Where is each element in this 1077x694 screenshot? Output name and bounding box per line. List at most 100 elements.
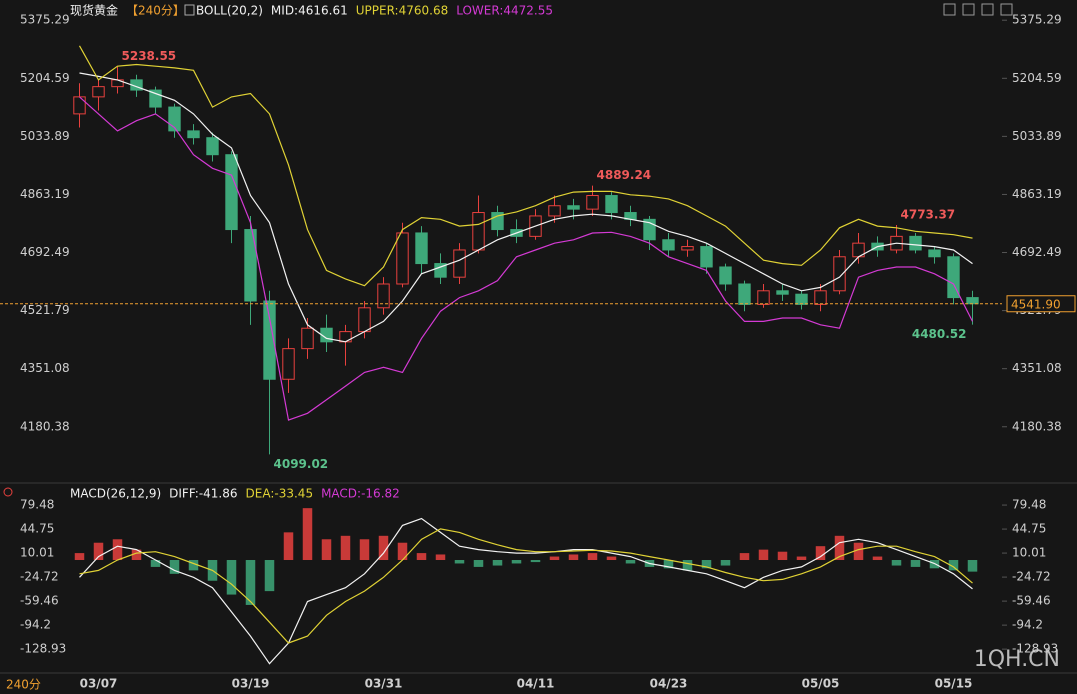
legend-text: UPPER:4760.68 bbox=[356, 4, 448, 18]
indicator-line bbox=[79, 72, 973, 343]
macd-bar bbox=[150, 560, 161, 567]
y-tick-label: -94.2 bbox=[20, 618, 51, 632]
macd-bar bbox=[891, 560, 902, 566]
candle-body bbox=[301, 327, 314, 350]
macd-bar bbox=[777, 551, 788, 561]
icon[interactable] bbox=[1000, 3, 1013, 16]
x-tick-label: 04/11 bbox=[517, 677, 555, 691]
candle-body bbox=[681, 246, 694, 251]
macd-bar bbox=[131, 549, 142, 561]
y-tick-label: 4180.38 bbox=[20, 419, 70, 433]
macd-bar bbox=[606, 556, 617, 561]
macd-bar bbox=[416, 553, 427, 561]
candle-body bbox=[814, 290, 827, 305]
high-label: 4889.24 bbox=[597, 168, 652, 182]
y-tick-label-right: 4351.08 bbox=[1012, 361, 1062, 375]
candle-body bbox=[491, 212, 504, 231]
y-tick-label-right: 10.01 bbox=[1012, 546, 1046, 560]
candle-body bbox=[282, 348, 295, 380]
y-tick-label: 5375.29 bbox=[20, 13, 70, 27]
legend-text: DEA:-33.45 bbox=[246, 487, 314, 501]
candle-body bbox=[738, 283, 751, 305]
legend-text: 【240分】 bbox=[126, 4, 185, 18]
macd-bar bbox=[663, 560, 674, 569]
legend-text: DIFF:-41.86 bbox=[169, 487, 237, 501]
y-tick-label-right: 5204.59 bbox=[1012, 71, 1062, 85]
indicator-icon[interactable] bbox=[3, 487, 13, 497]
y-tick-label-right: 4692.49 bbox=[1012, 245, 1062, 259]
y-tick-label: 44.75 bbox=[20, 522, 54, 536]
candle-body bbox=[415, 232, 428, 265]
y-tick-label: 4521.79 bbox=[20, 303, 70, 317]
candle-body bbox=[643, 218, 656, 241]
candle-body bbox=[149, 89, 162, 108]
macd-bar bbox=[378, 535, 389, 561]
indicator-icon[interactable] bbox=[184, 4, 195, 16]
candle-body bbox=[833, 256, 846, 292]
macd-bar bbox=[625, 560, 636, 564]
high-label: 4773.37 bbox=[901, 208, 956, 222]
candle-body bbox=[472, 212, 485, 251]
y-tick-label-right: 4863.19 bbox=[1012, 187, 1062, 201]
icon[interactable] bbox=[962, 3, 975, 16]
y-tick-label: 4863.19 bbox=[20, 187, 70, 201]
y-tick-label-right: 79.48 bbox=[1012, 498, 1046, 512]
macd-bar bbox=[321, 539, 332, 561]
period-label[interactable]: 240分 bbox=[6, 678, 41, 692]
macd-bar bbox=[188, 560, 199, 571]
low-label: 4099.02 bbox=[274, 457, 329, 471]
macd-bar bbox=[473, 560, 484, 567]
icon[interactable] bbox=[943, 3, 956, 16]
candle-body bbox=[719, 266, 732, 285]
macd-bar bbox=[454, 560, 465, 564]
y-tick-label-right: 44.75 bbox=[1012, 522, 1046, 536]
macd-bar bbox=[359, 539, 370, 561]
y-tick-label-right: -128.93 bbox=[1012, 642, 1058, 656]
last-price-label: 4541.90 bbox=[1011, 297, 1061, 311]
x-tick-label: 03/31 bbox=[365, 677, 403, 691]
macd-bar bbox=[682, 560, 693, 571]
last-price-box bbox=[1006, 295, 1076, 313]
y-tick-label: 5033.89 bbox=[20, 129, 70, 143]
y-tick-label: -128.93 bbox=[20, 642, 66, 656]
x-tick-label: 03/19 bbox=[232, 677, 270, 691]
y-tick-label-right: -24.72 bbox=[1012, 570, 1051, 584]
macd-bar bbox=[549, 556, 560, 561]
candle-body bbox=[377, 283, 390, 309]
y-tick-label-right: 5375.29 bbox=[1012, 13, 1062, 27]
y-tick-label-right: 4180.38 bbox=[1012, 419, 1062, 433]
macd-bar bbox=[74, 553, 85, 561]
candle-body bbox=[966, 297, 979, 305]
y-tick-label: 5204.59 bbox=[20, 71, 70, 85]
candle-body bbox=[548, 205, 561, 217]
macd-bar bbox=[530, 560, 541, 563]
macd-bar bbox=[910, 560, 921, 567]
macd-bar bbox=[511, 560, 522, 564]
candle-body bbox=[396, 232, 409, 285]
high-label: 5238.55 bbox=[122, 49, 177, 63]
macd-bar bbox=[226, 560, 237, 595]
candle-body bbox=[453, 249, 466, 278]
candle-body bbox=[263, 300, 276, 380]
legend-text: 现货黄金 bbox=[70, 3, 118, 18]
window-icons[interactable] bbox=[943, 3, 1013, 16]
indicator-line bbox=[79, 517, 973, 665]
macd-bar bbox=[283, 532, 294, 561]
macd-bar bbox=[720, 560, 731, 566]
legend-text: MACD:-16.82 bbox=[321, 487, 400, 501]
x-tick-label: 03/07 bbox=[80, 677, 118, 691]
candle-body bbox=[795, 293, 808, 305]
y-tick-label: -59.46 bbox=[20, 594, 59, 608]
macd-bar bbox=[169, 560, 180, 574]
y-tick-label: 4351.08 bbox=[20, 361, 70, 375]
macd-bar bbox=[948, 560, 959, 571]
candle-body bbox=[434, 263, 447, 278]
indicator-line bbox=[79, 96, 974, 421]
icon[interactable] bbox=[981, 3, 994, 16]
candle-body bbox=[605, 195, 618, 214]
candle-body bbox=[92, 86, 105, 98]
watermark: 1QH.CN bbox=[974, 647, 1060, 672]
y-tick-label: 79.48 bbox=[20, 498, 54, 512]
indicator-line bbox=[79, 528, 973, 644]
